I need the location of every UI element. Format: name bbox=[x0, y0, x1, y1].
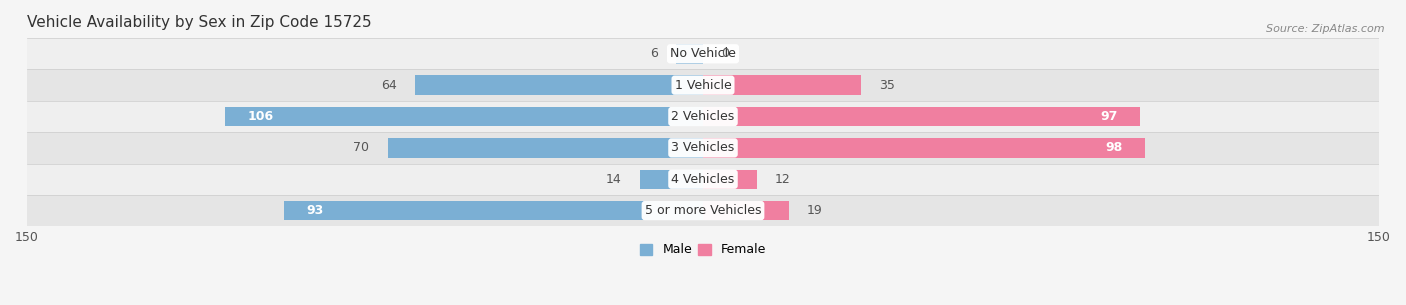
Text: 70: 70 bbox=[353, 142, 370, 154]
Bar bbox=[27, 38, 1379, 70]
Bar bbox=[225, 107, 703, 126]
Text: 3 Vehicles: 3 Vehicles bbox=[672, 142, 734, 154]
Bar bbox=[703, 107, 1140, 126]
Bar bbox=[27, 163, 1379, 195]
Bar bbox=[27, 195, 1379, 226]
Text: 1 Vehicle: 1 Vehicle bbox=[675, 79, 731, 92]
Text: 35: 35 bbox=[879, 79, 894, 92]
Bar bbox=[703, 138, 1144, 158]
Text: 0: 0 bbox=[721, 47, 730, 60]
Legend: Male, Female: Male, Female bbox=[636, 239, 770, 261]
Text: 14: 14 bbox=[606, 173, 621, 186]
Text: 2 Vehicles: 2 Vehicles bbox=[672, 110, 734, 123]
Bar bbox=[27, 101, 1379, 132]
Text: Vehicle Availability by Sex in Zip Code 15725: Vehicle Availability by Sex in Zip Code … bbox=[27, 15, 371, 30]
Bar bbox=[703, 170, 756, 189]
Bar bbox=[27, 70, 1379, 101]
Bar bbox=[284, 201, 703, 220]
Text: 5 or more Vehicles: 5 or more Vehicles bbox=[645, 204, 761, 217]
Text: 97: 97 bbox=[1101, 110, 1118, 123]
Text: No Vehicle: No Vehicle bbox=[671, 47, 735, 60]
Text: 4 Vehicles: 4 Vehicles bbox=[672, 173, 734, 186]
Bar bbox=[415, 75, 703, 95]
Bar bbox=[703, 201, 789, 220]
Text: 106: 106 bbox=[247, 110, 274, 123]
Bar bbox=[703, 75, 860, 95]
Text: 93: 93 bbox=[307, 204, 323, 217]
Text: 12: 12 bbox=[775, 173, 790, 186]
Text: 19: 19 bbox=[807, 204, 823, 217]
Text: 98: 98 bbox=[1105, 142, 1122, 154]
Bar bbox=[676, 44, 703, 63]
Bar bbox=[388, 138, 703, 158]
Bar bbox=[27, 132, 1379, 163]
Text: 64: 64 bbox=[381, 79, 396, 92]
Text: 6: 6 bbox=[650, 47, 658, 60]
Text: Source: ZipAtlas.com: Source: ZipAtlas.com bbox=[1267, 24, 1385, 34]
Bar bbox=[640, 170, 703, 189]
